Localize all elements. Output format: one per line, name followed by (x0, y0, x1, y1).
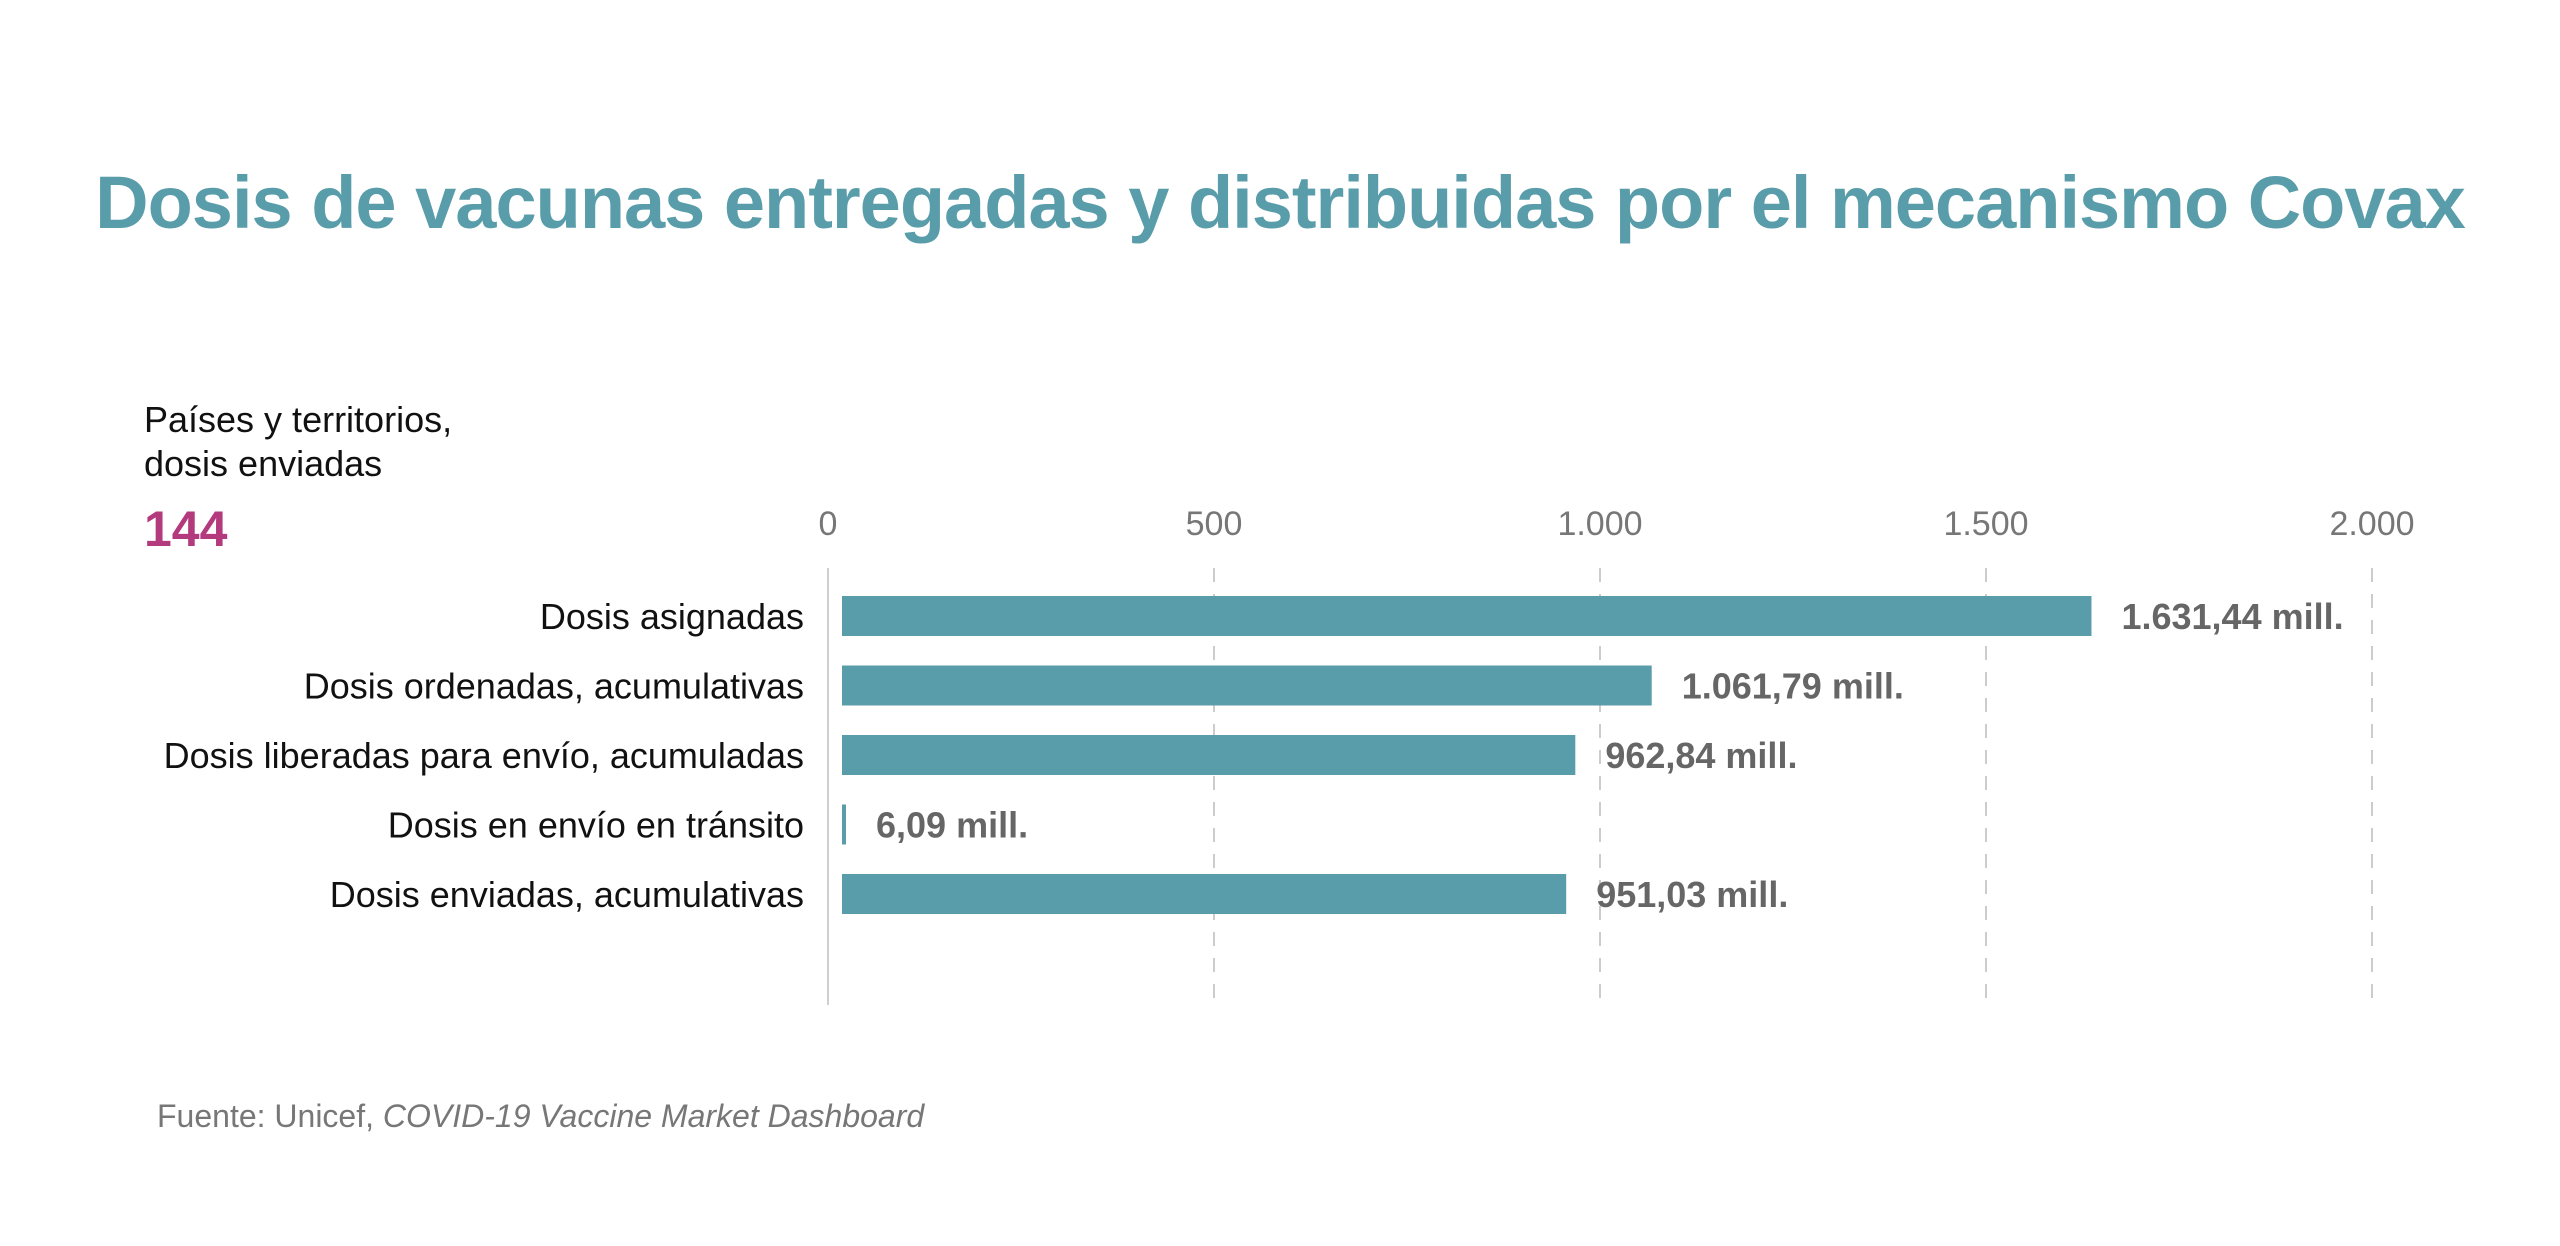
x-tick-label: 500 (1186, 505, 1243, 543)
source-note: Fuente: Unicef, COVID-19 Vaccine Market … (157, 1098, 924, 1135)
category-label: Dosis en envío en tránsito (388, 805, 804, 846)
category-label: Dosis liberadas para envío, acumuladas (164, 735, 804, 776)
value-label: 1.061,79 mill. (1682, 666, 1904, 707)
bar (842, 735, 1576, 775)
kpi-label-line1: Países y territorios, (144, 399, 453, 440)
source-prefix: Fuente: Unicef, (157, 1098, 383, 1134)
source-name: COVID-19 Vaccine Market Dashboard (382, 1098, 925, 1134)
x-tick-label: 1.000 (1557, 505, 1642, 543)
bar (842, 804, 846, 845)
kpi-label-line2: dosis enviadas (144, 443, 383, 484)
category-label: Dosis ordenadas, acumulativas (304, 666, 804, 707)
chart-title: Dosis de vacunas entregadas y distribuid… (95, 161, 2466, 244)
x-tick-label: 1.500 (1943, 505, 2028, 543)
x-tick-label: 0 (819, 505, 838, 543)
bar (842, 665, 1652, 706)
bar (842, 874, 1567, 914)
value-label: 962,84 mill. (1605, 735, 1797, 776)
kpi-label: Países y territorios, dosis enviadas (144, 398, 604, 486)
value-label: 951,03 mill. (1596, 874, 1788, 915)
kpi-value: 144 (144, 501, 228, 557)
x-tick-label: 2.000 (2329, 505, 2414, 543)
bar (842, 596, 2092, 636)
category-label: Dosis enviadas, acumulativas (330, 874, 804, 915)
category-label: Dosis asignadas (540, 596, 804, 637)
value-label: 6,09 mill. (876, 805, 1028, 846)
value-label: 1.631,44 mill. (2121, 596, 2343, 637)
